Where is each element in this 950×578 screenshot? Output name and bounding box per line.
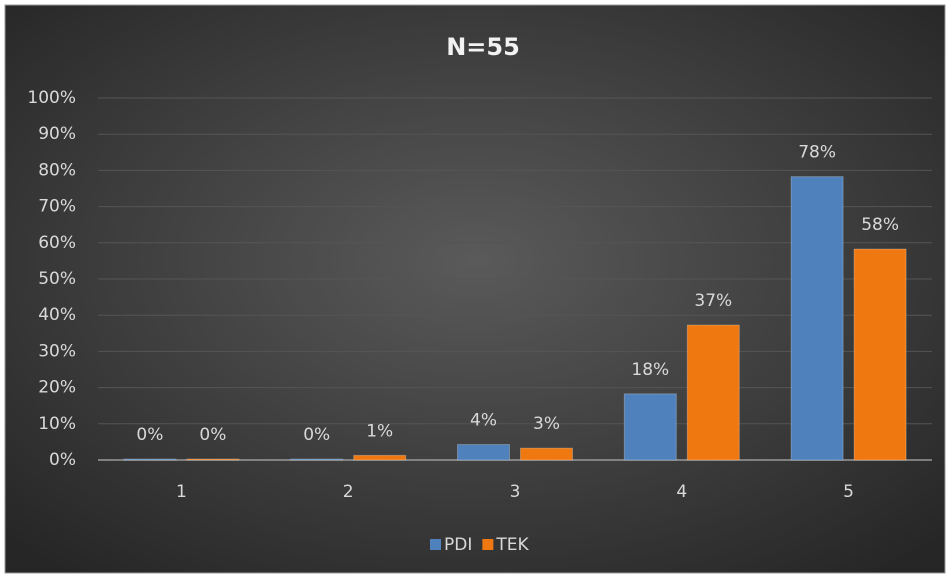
legend-swatch (430, 539, 441, 550)
bar (520, 447, 573, 461)
y-tick-label: 0% (49, 450, 76, 470)
bar (353, 454, 407, 461)
value-label: 3% (533, 414, 560, 434)
value-label: 0% (199, 425, 226, 445)
y-tick-label: 70% (38, 197, 76, 217)
bar (123, 458, 177, 461)
y-tick-label: 100% (27, 88, 76, 108)
y-tick-label: 30% (38, 341, 76, 361)
value-label: 18% (631, 360, 669, 380)
y-tick-label: 60% (38, 233, 76, 253)
x-tick-label: 1 (176, 482, 187, 502)
y-tick-label: 50% (38, 269, 76, 289)
chart-background (4, 4, 946, 574)
x-tick-label: 3 (510, 482, 521, 502)
value-label: 78% (798, 143, 836, 163)
value-label: 37% (694, 291, 732, 311)
value-label: 0% (136, 425, 163, 445)
value-label: 0% (303, 425, 330, 445)
value-label: 1% (366, 421, 393, 441)
bar (790, 176, 844, 461)
value-label: 58% (861, 215, 899, 235)
y-tick-label: 40% (38, 305, 76, 325)
x-tick-label: 2 (343, 482, 354, 502)
x-tick-label: 4 (676, 482, 687, 502)
bar (623, 393, 677, 461)
x-tick-label: 5 (843, 482, 854, 502)
legend-label: PDI (444, 535, 472, 555)
y-tick-label: 80% (38, 160, 76, 180)
y-tick-label: 10% (38, 414, 76, 434)
value-label: 4% (470, 411, 497, 431)
bar (686, 324, 740, 461)
y-tick-label: 90% (38, 124, 76, 144)
legend-label: TEK (495, 535, 529, 555)
bar (186, 458, 240, 461)
y-tick-label: 20% (38, 378, 76, 398)
legend-swatch (482, 539, 494, 550)
bar (457, 444, 510, 461)
bar (290, 458, 344, 461)
bar (853, 248, 907, 461)
chart-title: N=55 (446, 33, 520, 61)
